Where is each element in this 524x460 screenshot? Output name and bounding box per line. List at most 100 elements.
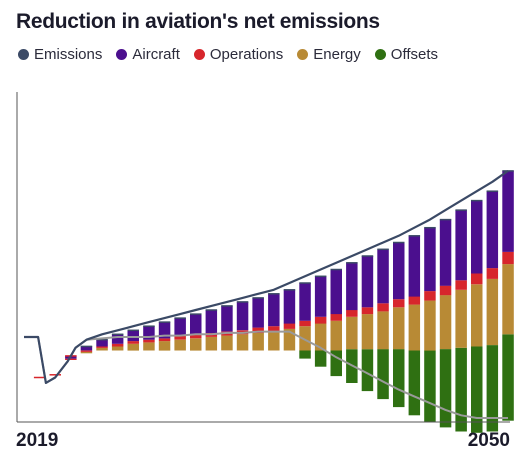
bar-operations-2026: [127, 341, 139, 344]
bar-aircraft-2023: [80, 346, 93, 351]
legend-swatch-aircraft: [116, 49, 128, 60]
bar-energy-2035: [268, 331, 280, 351]
bar-offsets-2037: [299, 350, 311, 359]
bars-layer: [33, 170, 516, 433]
bar-operations-2035: [268, 326, 280, 332]
bar-aircraft-2050: [502, 170, 514, 252]
legend-label-emissions: Emissions: [34, 46, 103, 63]
bar-offsets-2046: [439, 349, 452, 428]
legend-label-aircraft: Aircraft: [132, 46, 180, 63]
bar-energy-2031: [205, 337, 218, 351]
bar-energy-2037: [299, 326, 311, 351]
bar-aircraft-2044: [408, 235, 421, 297]
bar-operations-2024: [96, 346, 108, 348]
bar-aircraft-2040: [346, 262, 358, 311]
bar-offsets-2045: [424, 350, 436, 422]
bar-offsets-2039: [330, 350, 342, 377]
bar-aircraft-2034: [252, 297, 264, 328]
bar-operations-2025: [111, 343, 124, 347]
bar-operations-2029: [174, 335, 186, 340]
bar-aircraft-2036: [283, 289, 296, 324]
bar-aircraft-2028: [158, 322, 171, 339]
bar-operations-2038: [314, 316, 327, 324]
bar-operations-2034: [252, 327, 264, 333]
legend-swatch-offsets: [374, 49, 386, 60]
bar-aircraft-2030: [190, 314, 202, 335]
legend-swatch-emissions: [18, 49, 29, 60]
bar-energy-2047: [455, 289, 467, 348]
bar-energy-2025: [111, 346, 124, 351]
emissions-line: [24, 169, 509, 384]
bar-aircraft-2035: [268, 293, 280, 327]
legend-item-emissions: Emissions: [18, 46, 102, 63]
bar-aircraft-2046: [439, 219, 452, 286]
bar-offsets-2049: [486, 345, 499, 432]
bar-energy-2045: [424, 300, 436, 351]
bar-operations-2028: [158, 338, 171, 342]
bar-aircraft-2025: [111, 334, 124, 344]
bar-energy-2049: [486, 278, 499, 346]
bar-operations-2040: [346, 310, 358, 317]
bar-operations-2036: [283, 323, 296, 329]
legend: Emissions Aircraft Operations Energy Off…: [18, 46, 438, 63]
bar-energy-2046: [439, 295, 452, 350]
legend-item-offsets: Offsets: [374, 46, 439, 63]
legend-item-operations: Operations: [193, 46, 284, 63]
bar-operations-2041: [361, 307, 374, 315]
bar-offsets-2050: [502, 334, 514, 421]
bar-aircraft-2032: [221, 305, 233, 332]
bar-energy-2034: [252, 332, 264, 351]
bar-aircraft-2047: [455, 210, 467, 281]
bar-energy-2048: [471, 284, 483, 347]
bar-aircraft-2039: [330, 269, 342, 315]
bar-energy-2038: [314, 323, 327, 351]
bar-aircraft-2042: [377, 249, 389, 304]
legend-item-aircraft: Aircraft: [116, 46, 180, 63]
legend-label-energy: Energy: [313, 46, 361, 63]
bar-operations-2037: [299, 320, 311, 327]
bar-offsets-2048: [471, 346, 483, 433]
bar-operations-2046: [439, 285, 452, 296]
bar-aircraft-2026: [127, 330, 139, 342]
bar-energy-2023: [80, 351, 93, 354]
bar-offsets-2038: [314, 350, 327, 367]
legend-swatch-operations: [193, 49, 205, 60]
bar-aircraft-2027: [143, 326, 155, 340]
bar-energy-2027: [143, 342, 155, 351]
bar-aircraft-2033: [236, 301, 249, 331]
bar-operations-2039: [330, 314, 342, 321]
bar-energy-2041: [361, 314, 374, 350]
bar-operations-2030: [190, 334, 202, 339]
legend-item-energy: Energy: [297, 46, 361, 63]
bar-offsets-2044: [408, 350, 421, 416]
bar-offsets-2043: [393, 349, 405, 408]
legend-label-offsets: Offsets: [390, 46, 439, 63]
bar-aircraft-2029: [174, 318, 186, 336]
bar-energy-2050: [502, 264, 514, 335]
bar-operations-2048: [471, 273, 483, 285]
bar-energy-2036: [283, 328, 296, 351]
bar-energy-2026: [127, 343, 139, 351]
bar-aircraft-2045: [424, 227, 436, 292]
bar-aircraft-2038: [314, 276, 327, 317]
bar-operations-2047: [455, 280, 467, 290]
x-tick-label-end: 2050: [467, 430, 510, 451]
lines-layer: [24, 169, 509, 419]
bar-energy-2032: [221, 335, 233, 351]
bar-operations-2023: [80, 350, 93, 352]
bar-operations-2045: [424, 291, 436, 301]
bar-aircraft-2043: [393, 242, 405, 300]
legend-label-operations: Operations: [209, 46, 284, 63]
legend-swatch-energy: [297, 49, 309, 60]
bar-offsets-2042: [377, 349, 389, 400]
bar-operations-2022: [65, 358, 77, 360]
chart-title: Reduction in aviation's net emissions: [16, 10, 380, 33]
bar-energy-2039: [330, 320, 342, 351]
bar-energy-2033: [236, 334, 249, 351]
bar-energy-2044: [408, 304, 421, 351]
bar-energy-2043: [393, 307, 405, 350]
bar-energy-2024: [96, 347, 108, 351]
bar-operations-2042: [377, 303, 389, 312]
bar-energy-2042: [377, 311, 389, 350]
